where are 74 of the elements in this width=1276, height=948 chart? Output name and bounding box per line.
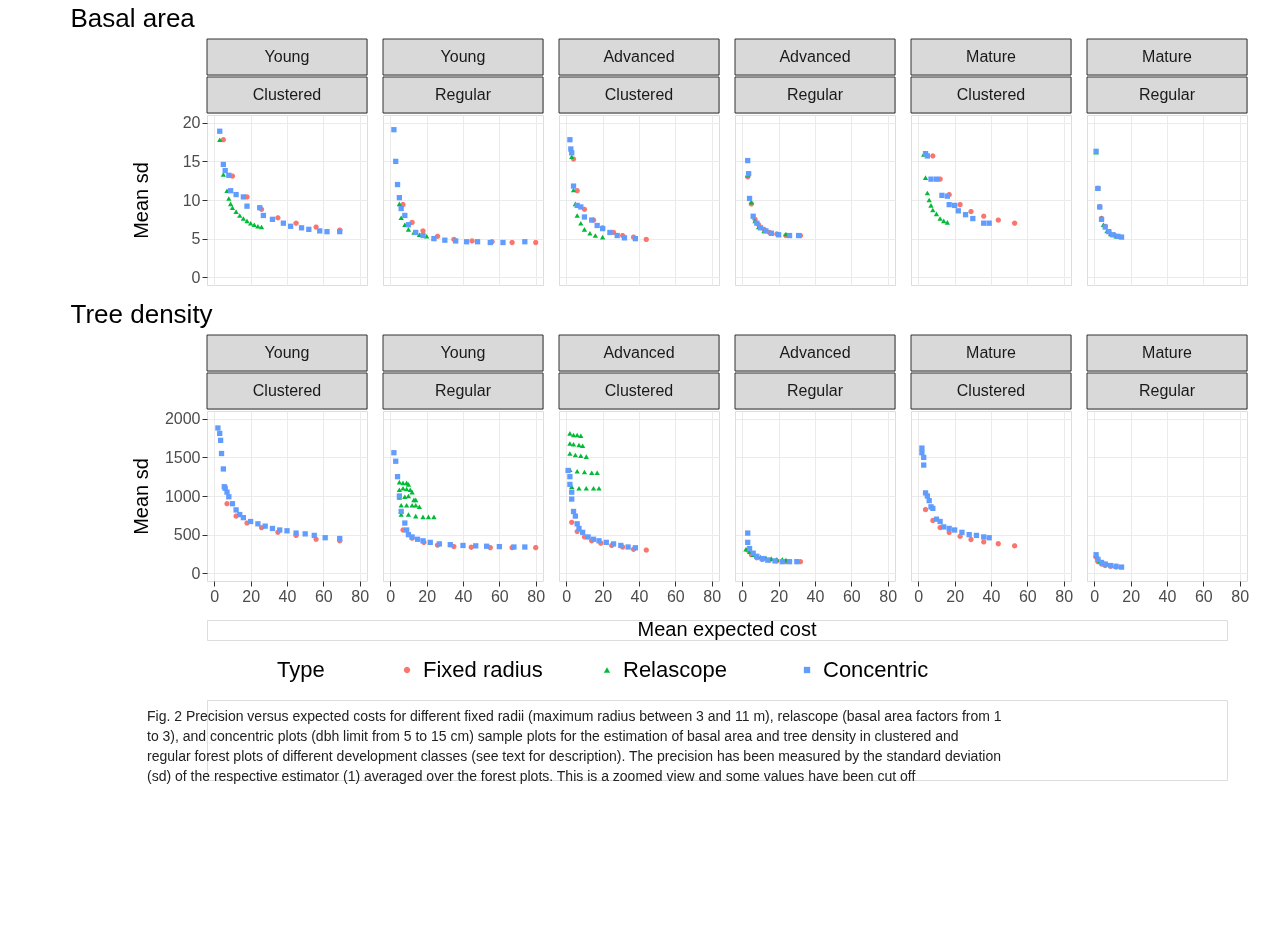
chart-subtitle: Clustered — [252, 86, 322, 103]
y-tick-label: 1500 — [164, 448, 201, 466]
y-axis-title: Mean sd — [129, 162, 152, 239]
x-tick-label: 20 — [946, 587, 965, 605]
chart-title: Young — [264, 48, 310, 65]
x-tick-label: 80 — [703, 587, 722, 605]
x-tick-label: 0 — [1090, 587, 1100, 605]
chart-subtitle: Regular — [1138, 382, 1196, 399]
x-tick-label: 0 — [386, 587, 396, 605]
chart-title: Young — [440, 48, 486, 65]
y-tick-label: 2000 — [164, 410, 201, 428]
chart-subtitle: Regular — [434, 382, 492, 399]
x-tick-label: 40 — [454, 587, 473, 605]
x-tick-label: 80 — [527, 587, 546, 605]
chart-subtitle: Regular — [786, 382, 844, 399]
chart-title: Advanced — [779, 48, 851, 65]
x-tick-label: 0 — [562, 587, 572, 605]
chart-title: Mature — [966, 48, 1016, 65]
x-tick-label: 60 — [314, 587, 333, 605]
x-tick-label: 60 — [1018, 587, 1037, 605]
x-tick-label: 0 — [738, 587, 748, 605]
text: Tree density — [70, 299, 213, 329]
chart-title: Advanced — [603, 48, 675, 65]
chart-subtitle: Clustered — [604, 382, 674, 399]
x-tick-label: 40 — [1158, 587, 1177, 605]
legend-label: Concentric — [823, 657, 929, 682]
chart-title: Mature — [1142, 344, 1192, 361]
x-axis-title: Mean expected cost — [637, 618, 817, 640]
x-tick-label: 20 — [1122, 587, 1141, 605]
x-tick-label: 60 — [1194, 587, 1213, 605]
y-tick-label: 0 — [191, 564, 201, 582]
x-tick-label: 20 — [770, 587, 789, 605]
x-tick-label: 80 — [1055, 587, 1074, 605]
y-tick-label: 500 — [173, 526, 201, 544]
chart-title: Young — [264, 344, 310, 361]
x-tick-label: 20 — [594, 587, 613, 605]
x-tick-label: 20 — [418, 587, 437, 605]
x-tick-label: 60 — [490, 587, 509, 605]
chart-subtitle: Clustered — [956, 382, 1026, 399]
x-tick-label: 0 — [210, 587, 220, 605]
chart-title: Mature — [1142, 48, 1192, 65]
chart-title: Advanced — [779, 344, 851, 361]
y-tick-label: 15 — [182, 152, 201, 170]
text: Basal area — [70, 3, 196, 33]
y-tick-label: 20 — [182, 114, 201, 132]
y-tick-label: 0 — [191, 268, 201, 286]
y-axis-title: Mean sd — [129, 458, 152, 535]
x-tick-label: 40 — [982, 587, 1001, 605]
x-tick-label: 20 — [242, 587, 261, 605]
x-tick-label: 60 — [842, 587, 861, 605]
chart-subtitle: Regular — [1138, 86, 1196, 103]
x-tick-label: 40 — [806, 587, 825, 605]
x-tick-label: 80 — [1231, 587, 1250, 605]
chart-title: Advanced — [603, 344, 675, 361]
chart-subtitle: Clustered — [956, 86, 1026, 103]
chart-subtitle: Clustered — [604, 86, 674, 103]
legend-title: Type — [277, 657, 325, 682]
x-tick-label: 0 — [914, 587, 924, 605]
y-tick-label: 5 — [191, 230, 201, 248]
x-tick-label: 80 — [879, 587, 898, 605]
y-tick-label: 1000 — [164, 487, 201, 505]
legend-label: Fixed radius — [423, 657, 543, 682]
x-tick-label: 40 — [278, 587, 297, 605]
y-tick-label: 10 — [182, 191, 201, 209]
chart-subtitle: Clustered — [252, 382, 322, 399]
chart-subtitle: Regular — [786, 86, 844, 103]
x-tick-label: 60 — [666, 587, 685, 605]
chart-title: Young — [440, 344, 486, 361]
x-tick-label: 80 — [351, 587, 370, 605]
chart-title: Mature — [966, 344, 1016, 361]
chart-subtitle: Regular — [434, 86, 492, 103]
x-tick-label: 40 — [630, 587, 649, 605]
legend-label: Relascope — [623, 657, 727, 682]
caption: Fig. 2 Precision versus expected costs for different fixed radii (maximum radius between 3 and 11 m), relascope (basal area factors from 1 to 3), and concentric plots (dbh limit from 5 to 15 cm) sample plots for the estimation of basal area and tree density in clustered and regular forest plots of different development classes (see text for description). The precision has been measured by the standard deviation (sd) of the respective estimator (1) averaged over the forest plots. This is a zoomed view and some values have been cut off — [147, 708, 1002, 784]
